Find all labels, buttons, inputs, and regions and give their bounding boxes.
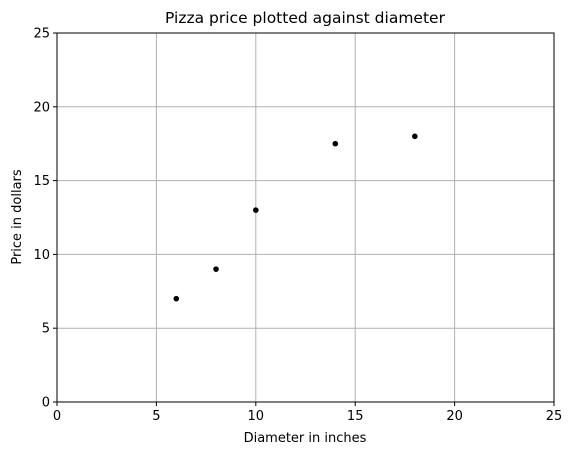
x-tick-label: 15: [347, 409, 364, 424]
plot-frame: [56, 32, 555, 403]
x-tick-label: 5: [152, 409, 160, 424]
chart-title: Pizza price plotted against diameter: [165, 9, 446, 27]
data-point: [173, 295, 180, 302]
x-axis: 0 5 10 15 20 25: [53, 402, 562, 424]
data-point: [412, 133, 418, 140]
data-point: [253, 207, 259, 213]
y-tick-label: 0: [42, 396, 50, 411]
x-tick-label: 10: [248, 409, 265, 424]
y-tick-label: 25: [33, 27, 50, 42]
grid-lines: [56, 32, 555, 403]
y-axis: 0 5 10 15 20 25: [33, 27, 57, 411]
x-axis-label: Diameter in inches: [244, 431, 367, 446]
data-points: [173, 133, 418, 302]
y-tick-label: 10: [33, 248, 50, 263]
data-point: [332, 140, 339, 147]
y-tick-label: 15: [33, 174, 50, 189]
x-tick-label: 0: [53, 409, 61, 424]
x-tick-label: 20: [446, 409, 463, 424]
y-tick-label: 5: [42, 322, 50, 337]
data-point: [213, 266, 219, 272]
y-axis-label: Price in dollars: [10, 169, 25, 265]
y-tick-label: 20: [33, 100, 50, 115]
x-tick-label: 25: [546, 409, 563, 424]
